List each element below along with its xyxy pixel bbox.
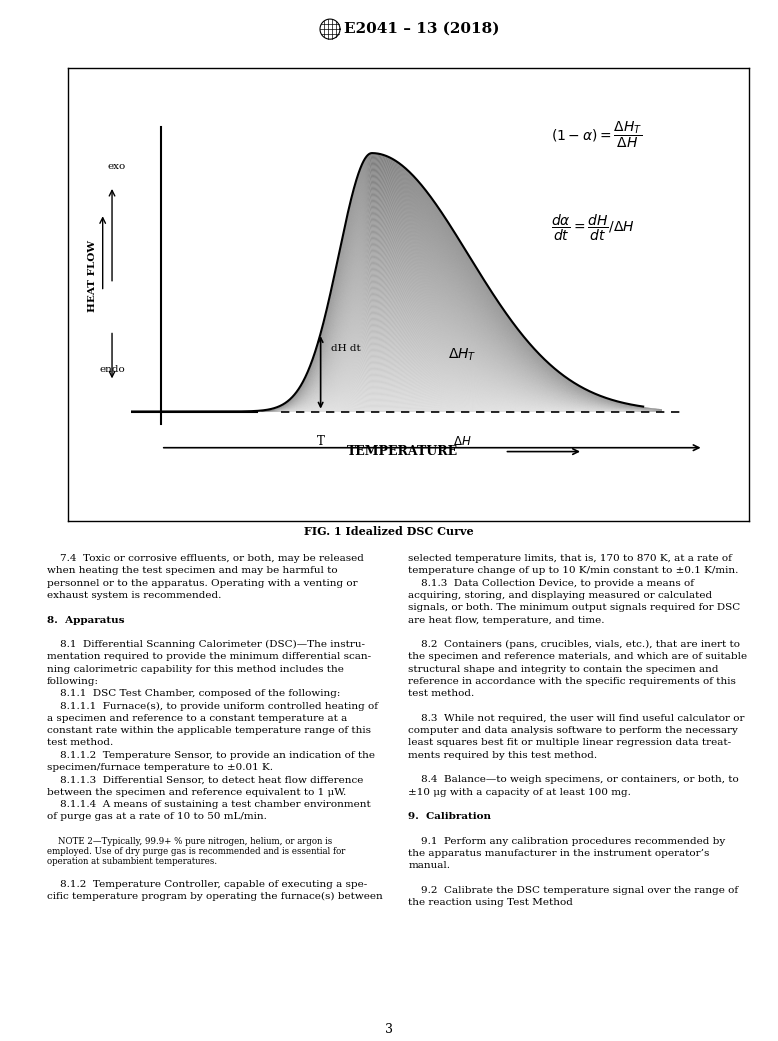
Text: test method.: test method. [408,689,475,699]
Text: following:: following: [47,677,99,686]
Text: temperature change of up to 10 K/min constant to ±0.1 K/min.: temperature change of up to 10 K/min con… [408,566,739,576]
Text: manual.: manual. [408,861,450,870]
Text: 8.1  Differential Scanning Calorimeter (DSC)—The instru-: 8.1 Differential Scanning Calorimeter (D… [47,640,365,650]
Text: the apparatus manufacturer in the instrument operator’s: the apparatus manufacturer in the instru… [408,849,710,858]
Text: 8.  Apparatus: 8. Apparatus [47,615,124,625]
Text: 8.1.1  DSC Test Chamber, composed of the following:: 8.1.1 DSC Test Chamber, composed of the … [47,689,340,699]
Text: 8.4  Balance—to weigh specimens, or containers, or both, to: 8.4 Balance—to weigh specimens, or conta… [408,776,739,784]
Text: exhaust system is recommended.: exhaust system is recommended. [47,591,221,600]
Text: T: T [317,435,324,448]
Text: 8.1.1.3  Differential Sensor, to detect heat flow difference: 8.1.1.3 Differential Sensor, to detect h… [47,776,363,784]
Text: 9.2  Calibrate the DSC temperature signal over the range of: 9.2 Calibrate the DSC temperature signal… [408,886,738,895]
Text: acquiring, storing, and displaying measured or calculated: acquiring, storing, and displaying measu… [408,591,713,600]
Text: when heating the test specimen and may be harmful to: when heating the test specimen and may b… [47,566,338,576]
Text: 8.1.1.2  Temperature Sensor, to provide an indication of the: 8.1.1.2 Temperature Sensor, to provide a… [47,751,375,760]
Text: 8.3  While not required, the user will find useful calculator or: 8.3 While not required, the user will fi… [408,714,745,722]
Text: mentation required to provide the minimum differential scan-: mentation required to provide the minimu… [47,653,371,661]
Text: specimen/furnace temperature to ±0.01 K.: specimen/furnace temperature to ±0.01 K. [47,763,272,772]
Text: 9.  Calibration: 9. Calibration [408,812,492,821]
Text: operation at subambient temperatures.: operation at subambient temperatures. [47,857,217,866]
Text: $\Delta H$: $\Delta H$ [453,435,471,448]
Text: least squares best fit or multiple linear regression data treat-: least squares best fit or multiple linea… [408,738,731,747]
Text: cific temperature program by operating the furnace(s) between: cific temperature program by operating t… [47,892,383,900]
Text: are heat flow, temperature, and time.: are heat flow, temperature, and time. [408,615,605,625]
Text: test method.: test method. [47,738,113,747]
Text: 8.1.1.1  Furnace(s), to provide uniform controlled heating of: 8.1.1.1 Furnace(s), to provide uniform c… [47,702,377,711]
Text: FIG. 1 Idealized DSC Curve: FIG. 1 Idealized DSC Curve [304,527,474,537]
Text: employed. Use of dry purge gas is recommended and is essential for: employed. Use of dry purge gas is recomm… [47,847,345,856]
Text: 7.4  Toxic or corrosive effluents, or both, may be released: 7.4 Toxic or corrosive effluents, or bot… [47,554,363,563]
Text: the reaction using Test Method: the reaction using Test Method [408,898,576,908]
Text: 8.1.1.4  A means of sustaining a test chamber environment: 8.1.1.4 A means of sustaining a test cha… [47,799,370,809]
Text: exo: exo [107,162,126,171]
Text: a specimen and reference to a constant temperature at a: a specimen and reference to a constant t… [47,714,347,722]
Text: structural shape and integrity to contain the specimen and: structural shape and integrity to contai… [408,665,719,674]
Text: dH dt: dH dt [331,345,361,353]
Text: 8.1.2  Temperature Controller, capable of executing a spe-: 8.1.2 Temperature Controller, capable of… [47,880,367,889]
Text: ments required by this test method.: ments required by this test method. [408,751,598,760]
Text: 3: 3 [385,1023,393,1036]
Text: ning calorimetric capability for this method includes the: ning calorimetric capability for this me… [47,665,344,674]
Text: the specimen and reference materials, and which are of suitable: the specimen and reference materials, an… [408,653,748,661]
Text: HEAT FLOW: HEAT FLOW [88,239,96,312]
Text: personnel or to the apparatus. Operating with a venting or: personnel or to the apparatus. Operating… [47,579,357,588]
Text: 8.2  Containers (pans, crucibles, vials, etc.), that are inert to: 8.2 Containers (pans, crucibles, vials, … [408,640,741,650]
Text: of purge gas at a rate of 10 to 50 mL/min.: of purge gas at a rate of 10 to 50 mL/mi… [47,812,267,821]
Text: $\dfrac{d\alpha}{dt} = \dfrac{dH}{dt}/\Delta H$: $\dfrac{d\alpha}{dt} = \dfrac{dH}{dt}/\D… [551,212,635,244]
Text: between the specimen and reference equivalent to 1 μW.: between the specimen and reference equiv… [47,788,346,796]
Text: constant rate within the applicable temperature range of this: constant rate within the applicable temp… [47,727,370,735]
Text: selected temperature limits, that is, 170 to 870 K, at a rate of: selected temperature limits, that is, 17… [408,554,732,563]
Text: E2041 – 13 (2018): E2041 – 13 (2018) [344,22,499,36]
Text: $(1-\alpha) = \dfrac{\Delta H_T}{\Delta H}$: $(1-\alpha) = \dfrac{\Delta H_T}{\Delta … [551,119,642,150]
Text: NOTE 2—Typically, 99.9+ % pure nitrogen, helium, or argon is: NOTE 2—Typically, 99.9+ % pure nitrogen,… [47,837,332,845]
Text: $\Delta H_T$: $\Delta H_T$ [448,347,477,363]
Text: endo: endo [100,365,126,374]
Text: ±10 μg with a capacity of at least 100 mg.: ±10 μg with a capacity of at least 100 m… [408,788,631,796]
Text: 9.1  Perform any calibration procedures recommended by: 9.1 Perform any calibration procedures r… [408,837,726,845]
Text: computer and data analysis software to perform the necessary: computer and data analysis software to p… [408,727,738,735]
Text: TEMPERATURE: TEMPERATURE [346,446,457,458]
Text: signals, or both. The minimum output signals required for DSC: signals, or both. The minimum output sig… [408,603,741,612]
Text: reference in accordance with the specific requirements of this: reference in accordance with the specifi… [408,677,736,686]
Text: 8.1.3  Data Collection Device, to provide a means of: 8.1.3 Data Collection Device, to provide… [408,579,695,588]
